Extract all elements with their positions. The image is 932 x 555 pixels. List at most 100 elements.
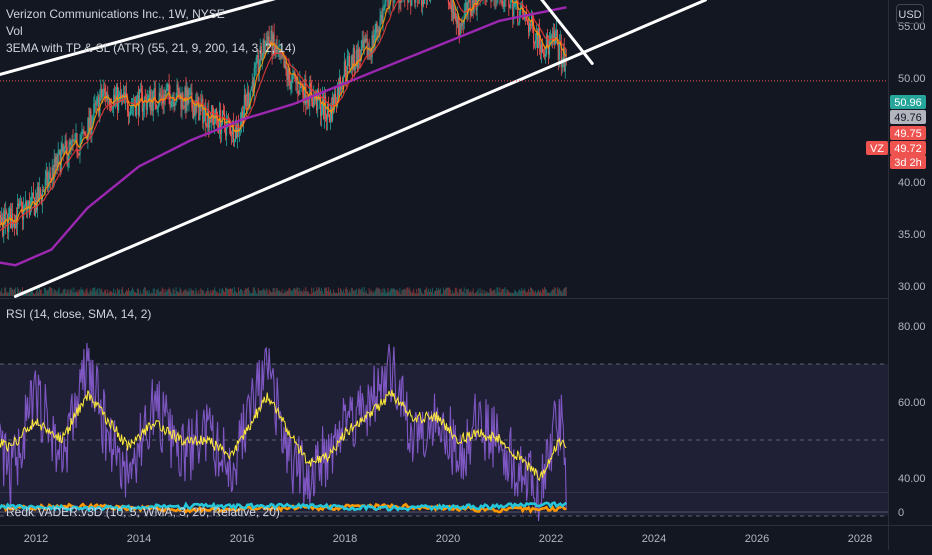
volume-bar	[29, 292, 30, 296]
volume-bar	[380, 289, 381, 296]
volume-bar	[401, 290, 402, 296]
volume-bar	[233, 293, 234, 296]
volume-bar	[357, 294, 358, 296]
volume-bar	[528, 289, 529, 296]
volume-bar	[325, 288, 326, 296]
candle-body	[170, 106, 171, 107]
volume-bar	[332, 294, 333, 296]
volume-bar	[292, 290, 293, 296]
volume-bar	[57, 292, 58, 296]
volume-bar	[367, 294, 368, 296]
candle-body	[143, 107, 144, 112]
currency-button[interactable]: USD	[896, 4, 924, 24]
volume-bar	[547, 292, 548, 296]
volume-bar	[129, 291, 130, 296]
volume-bar	[11, 288, 12, 296]
volume-bar	[485, 293, 486, 296]
volume-bar	[79, 290, 80, 296]
volume-bar	[400, 294, 401, 296]
volume-bar	[364, 287, 365, 296]
volume-bar	[328, 287, 329, 296]
volume-bar	[283, 293, 284, 296]
volume-bar	[541, 293, 542, 296]
volume-bar	[102, 292, 103, 296]
volume-bar	[116, 294, 117, 296]
volume-bar	[342, 292, 343, 296]
volume-bar	[123, 292, 124, 296]
volume-bar	[442, 293, 443, 296]
volume-bar	[354, 291, 355, 296]
volume-bar	[95, 292, 96, 296]
candle-body	[559, 42, 560, 60]
volume-bar	[144, 287, 145, 296]
volume-label[interactable]: Vol	[6, 23, 23, 40]
volume-bar	[391, 288, 392, 296]
volume-bar	[532, 289, 533, 296]
volume-bar	[40, 290, 41, 296]
volume-bar	[177, 291, 178, 296]
volume-bar	[396, 289, 397, 296]
volume-bar	[304, 291, 305, 296]
volume-bar	[149, 290, 150, 296]
volume-bar	[6, 292, 7, 296]
volume-bar	[87, 292, 88, 296]
indicator-label[interactable]: 3EMA with TP & SL (ATR) (55, 21, 9, 200,…	[6, 40, 296, 57]
volume-bar	[509, 292, 510, 296]
volume-bar	[0, 291, 1, 296]
volume-bar	[119, 289, 120, 296]
volume-bar	[104, 290, 105, 296]
volume-bar	[46, 290, 47, 296]
volume-bar	[359, 288, 360, 296]
volume-bar	[147, 290, 148, 296]
volume-bar	[110, 291, 111, 296]
volume-bar	[489, 293, 490, 296]
rsi-label[interactable]: RSI (14, close, SMA, 14, 2)	[6, 306, 151, 323]
volume-bar	[63, 290, 64, 296]
volume-bar	[239, 291, 240, 296]
volume-bar	[405, 290, 406, 296]
volume-bar	[456, 288, 457, 296]
volume-bar	[5, 288, 6, 296]
volume-bar	[202, 290, 203, 296]
volume-bar	[250, 294, 251, 296]
volume-bar	[125, 292, 126, 296]
volume-bar	[280, 291, 281, 296]
candle-body	[355, 67, 356, 70]
volume-bar	[491, 291, 492, 296]
volume-bar	[561, 291, 562, 296]
volume-bar	[270, 291, 271, 296]
price-axis-tick-label: 35.00	[898, 229, 926, 241]
symbol-title[interactable]: Verizon Communications Inc., 1W, NYSE	[6, 6, 225, 23]
volume-bar	[247, 288, 248, 296]
vader-tick-label: 0	[898, 507, 904, 519]
candle-body	[141, 89, 142, 93]
volume-bar	[120, 294, 121, 296]
volume-bar	[515, 291, 516, 296]
volume-bar	[142, 293, 143, 296]
candle-body	[256, 58, 257, 65]
volume-bar	[303, 289, 304, 296]
volume-bar	[183, 290, 184, 296]
volume-bar	[311, 288, 312, 296]
volume-bar	[195, 288, 196, 296]
volume-bar	[82, 289, 83, 296]
volume-bar	[546, 290, 547, 296]
volume-bar	[538, 290, 539, 296]
candle-body	[250, 90, 251, 101]
volume-bar	[140, 290, 141, 296]
volume-bar	[348, 293, 349, 296]
volume-bar	[290, 290, 291, 296]
candle-body	[77, 153, 78, 154]
volume-bar	[533, 291, 534, 296]
volume-bar	[253, 288, 254, 296]
candle-body	[234, 142, 235, 143]
volume-bar	[255, 290, 256, 296]
volume-bar	[415, 293, 416, 296]
volume-bar	[444, 290, 445, 296]
volume-bar	[259, 291, 260, 296]
volume-bar	[564, 288, 565, 296]
vader-label[interactable]: Redk VADER.v3D (10, 5, WMA, 3, 20, Relat…	[6, 504, 280, 521]
volume-bar	[231, 289, 232, 296]
volume-bar	[408, 289, 409, 296]
